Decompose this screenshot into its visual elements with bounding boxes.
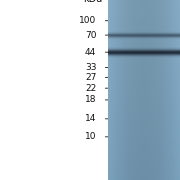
Text: 18: 18 [85,95,96,104]
Text: kDa: kDa [83,0,103,4]
Text: 27: 27 [85,73,96,82]
Text: 10: 10 [85,132,96,141]
Text: 33: 33 [85,63,96,72]
Text: 44: 44 [85,48,96,57]
Text: 14: 14 [85,114,96,123]
Text: 100: 100 [79,16,96,25]
Text: 70: 70 [85,31,96,40]
Text: 22: 22 [85,84,96,93]
